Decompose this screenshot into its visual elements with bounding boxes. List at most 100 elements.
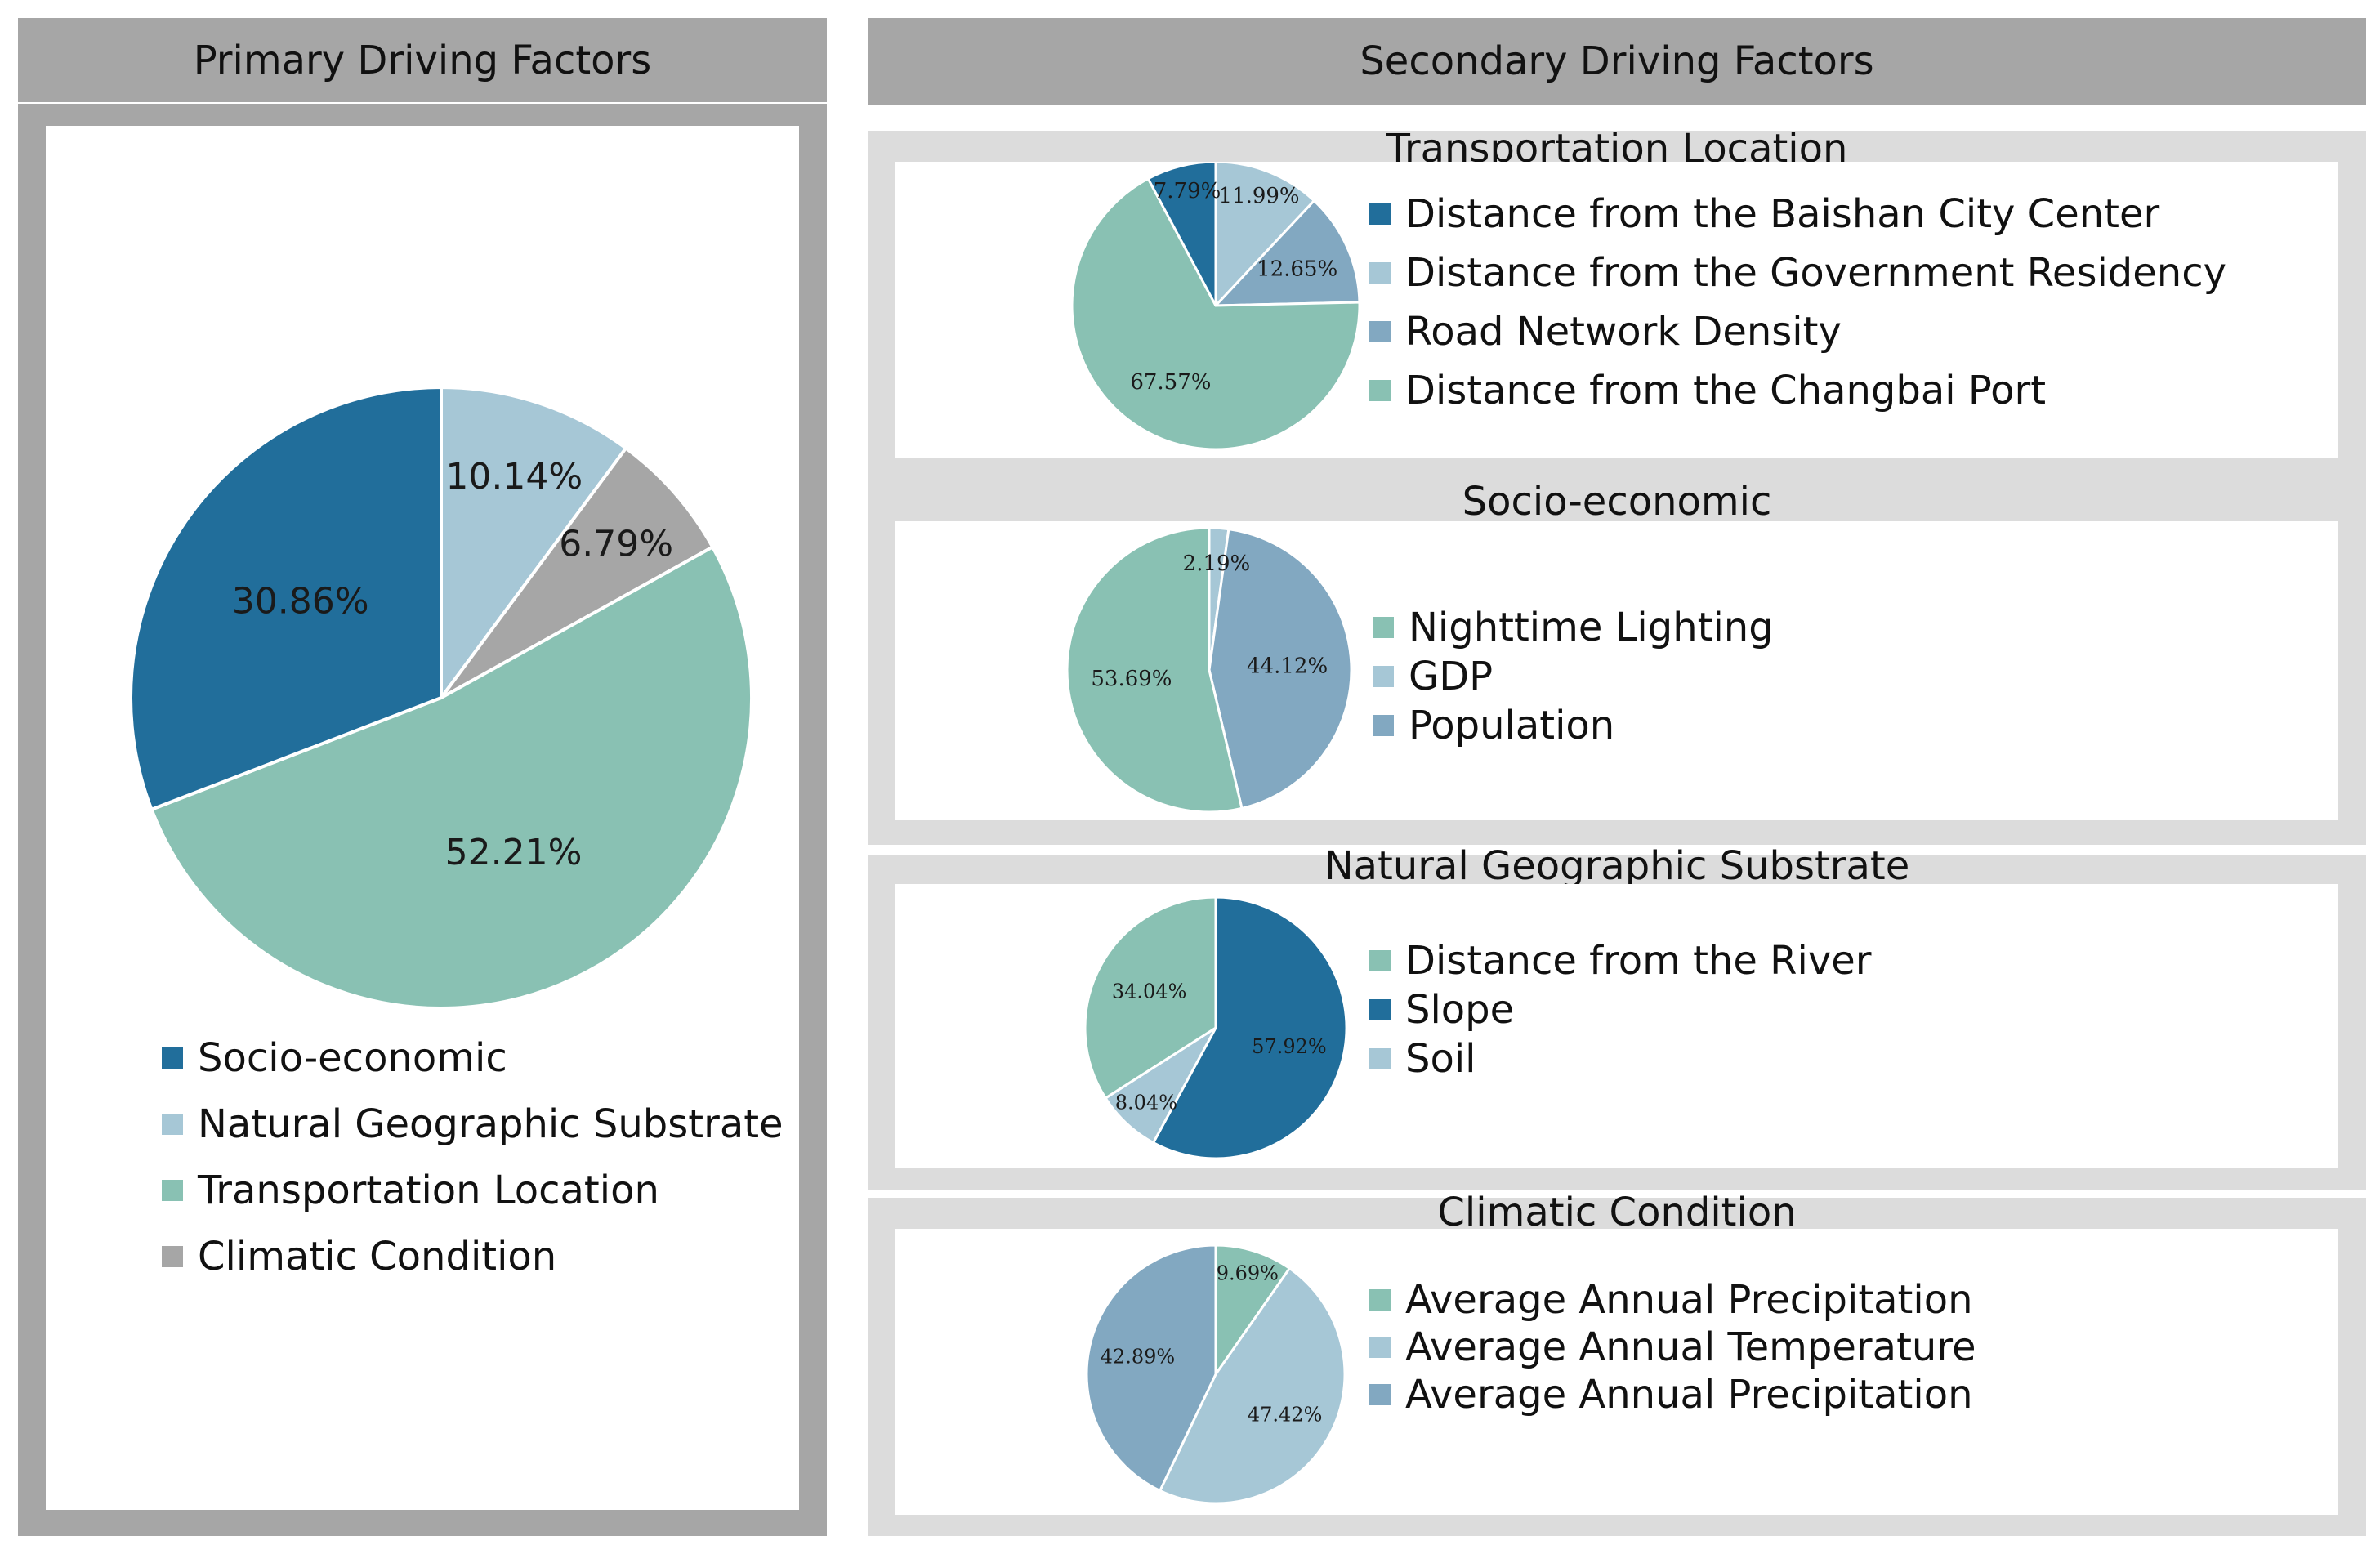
legend-item: Population: [1373, 701, 1774, 750]
climatic-legend: Average Annual Precipitation Average Ann…: [1369, 1276, 1976, 1418]
legend-swatch: [1369, 950, 1391, 971]
legend-item: Distance from the Changbai Port: [1369, 361, 2226, 420]
pie-value-label: 53.69%: [1091, 667, 1172, 691]
socio-economic-legend: Nighttime Lighting GDP Population: [1373, 603, 1774, 750]
pie-slice-population: [1208, 527, 1353, 810]
secondary-header: Secondary Driving Factors: [868, 18, 2366, 105]
section-title: Climatic Condition: [1437, 1190, 1797, 1235]
legend-item: Nighttime Lighting: [1373, 603, 1774, 652]
pie-value-label: 47.42%: [1248, 1403, 1323, 1426]
primary-pie-chart: 10.14% 6.79% 52.21% 30.86%: [129, 385, 753, 1010]
legend-swatch: [1373, 617, 1394, 638]
pie-value-label: 44.12%: [1247, 654, 1328, 678]
legend-item-natural-geographic-substrate: Natural Geographic Substrate: [162, 1091, 784, 1157]
pie-value-label: 30.86%: [232, 580, 369, 622]
legend-item: Soil: [1369, 1034, 1872, 1083]
legend-swatch: [162, 1113, 183, 1135]
natural-geographic-pie-chart: 57.92% 8.04% 34.04%: [1083, 895, 1348, 1160]
section-socio-economic: Socio-economic 2.19% 44.12% 53.69% Nightti…: [868, 479, 2366, 845]
primary-legend: Socio-economic Natural Geographic Substr…: [162, 1025, 784, 1289]
pie-slices: [1083, 895, 1348, 1160]
pie-slice-natural-geographic-substrate: [440, 385, 628, 703]
legend-swatch: [1369, 203, 1391, 225]
legend-swatch: [1369, 262, 1391, 284]
legend-swatch: [162, 1179, 183, 1201]
legend-swatch: [1369, 1384, 1391, 1405]
primary-panel: Primary Driving Factors 10.14% 6.79% 52.21…: [18, 18, 827, 1536]
primary-chart-area: 10.14% 6.79% 52.21% 30.86% Socio-economic N…: [46, 126, 799, 1510]
pie-value-label: 57.92%: [1252, 1035, 1327, 1058]
section-body: 11.99% 12.65% 67.57% 7.79% Distance from th…: [895, 162, 2338, 458]
pie-slice-distance-from-the-baishan-city-center: [1146, 162, 1217, 306]
legend-swatch: [162, 1047, 183, 1069]
section-body: 9.69% 47.42% 42.89% Average Annual Precipi…: [895, 1229, 2338, 1515]
legend-label: Natural Geographic Substrate: [198, 1101, 784, 1147]
pie-slice-average-annual-precipitation: [1085, 1244, 1217, 1493]
legend-label: Soil: [1405, 1036, 1476, 1082]
pie-value-label: 12.65%: [1257, 257, 1337, 282]
section-body: 57.92% 8.04% 34.04% Distance from the Rive…: [895, 884, 2338, 1168]
section-body: 2.19% 44.12% 53.69% Nighttime Lighting GDP…: [895, 521, 2338, 820]
legend-label: Socio-economic: [198, 1034, 507, 1081]
primary-title: Primary Driving Factors: [193, 37, 652, 83]
legend-label: Distance from the Government Residency: [1405, 250, 2227, 296]
legend-label: Nighttime Lighting: [1409, 605, 1774, 650]
climatic-pie-chart: 9.69% 47.42% 42.89%: [1085, 1244, 1346, 1505]
legend-label: Slope: [1405, 987, 1515, 1033]
legend-label: Distance from the Changbai Port: [1405, 368, 2047, 413]
legend-label: Average Annual Temperature: [1405, 1324, 1976, 1370]
pie-slice-distance-from-the-government-residency: [1214, 162, 1316, 309]
pie-slice-slope: [1151, 895, 1348, 1160]
pie-value-label: 11.99%: [1219, 184, 1300, 208]
pie-value-label: 2.19%: [1183, 551, 1251, 576]
legend-item: Average Annual Precipitation: [1369, 1276, 1976, 1324]
pie-value-label: 6.79%: [559, 523, 673, 565]
pie-slice-climatic-condition: [440, 445, 715, 699]
legend-item: Average Annual Temperature: [1369, 1324, 1976, 1371]
pie-value-label: 42.89%: [1101, 1345, 1176, 1368]
pie-slice-road-network-density: [1212, 199, 1361, 307]
pie-slice-average-annual-precipitation: [1214, 1244, 1292, 1378]
legend-swatch: [162, 1245, 183, 1267]
legend-item: Distance from the River: [1369, 936, 1872, 985]
legend-swatch: [1369, 999, 1391, 1020]
legend-swatch: [1369, 380, 1391, 401]
section-transportation: Transportation Location 11.99% 12.65% 67.5…: [868, 126, 2366, 490]
section-climatic: Climatic Condition 9.69% 47.42% 42.89% Ave…: [868, 1190, 2366, 1536]
pie-value-label: 7.79%: [1154, 179, 1221, 203]
legend-swatch: [1373, 715, 1394, 736]
pie-value-label: 34.04%: [1112, 980, 1187, 1003]
pie-slice-average-annual-temperature: [1158, 1266, 1346, 1505]
legend-label: GDP: [1409, 654, 1494, 699]
transportation-legend: Distance from the Baishan City Center Di…: [1369, 185, 2226, 420]
legend-item: Distance from the Baishan City Center: [1369, 185, 2226, 243]
legend-swatch: [1369, 1337, 1391, 1358]
transportation-pie-chart: 11.99% 12.65% 67.57% 7.79%: [1070, 162, 1361, 451]
pie-slice-transportation-location: [149, 544, 753, 1010]
pie-value-label: 10.14%: [445, 456, 583, 498]
pie-slice-distance-from-the-changbai-port: [1070, 176, 1361, 451]
legend-swatch: [1373, 666, 1394, 687]
legend-label: Average Annual Precipitation: [1405, 1277, 1973, 1323]
section-title: Socio-economic: [1462, 479, 1772, 525]
legend-item: Slope: [1369, 985, 1872, 1034]
section-title: Natural Geographic Substrate: [1324, 843, 1910, 889]
secondary-title: Secondary Driving Factors: [1360, 38, 1874, 84]
legend-item-transportation-location: Transportation Location: [162, 1157, 784, 1223]
pie-slice-nighttime-lighting: [1065, 526, 1244, 814]
legend-swatch: [1369, 1289, 1391, 1311]
legend-item-socio-economic: Socio-economic: [162, 1025, 784, 1091]
pie-slices: [1065, 526, 1353, 814]
legend-label: Road Network Density: [1405, 309, 1842, 355]
legend-item: Distance from the Government Residency: [1369, 243, 2226, 302]
primary-header: Primary Driving Factors: [18, 18, 827, 104]
legend-item: Average Annual Precipitation: [1369, 1371, 1976, 1418]
pie-value-label: 9.69%: [1217, 1262, 1279, 1284]
natural-geographic-legend: Distance from the River Slope Soil: [1369, 936, 1872, 1083]
pie-value-label: 67.57%: [1130, 370, 1211, 395]
legend-item: Road Network Density: [1369, 302, 2226, 361]
legend-item-climatic-condition: Climatic Condition: [162, 1223, 784, 1289]
legend-swatch: [1369, 321, 1391, 342]
socio-economic-pie-chart: 2.19% 44.12% 53.69%: [1065, 526, 1353, 814]
pie-slice-distance-from-the-river: [1083, 895, 1217, 1101]
